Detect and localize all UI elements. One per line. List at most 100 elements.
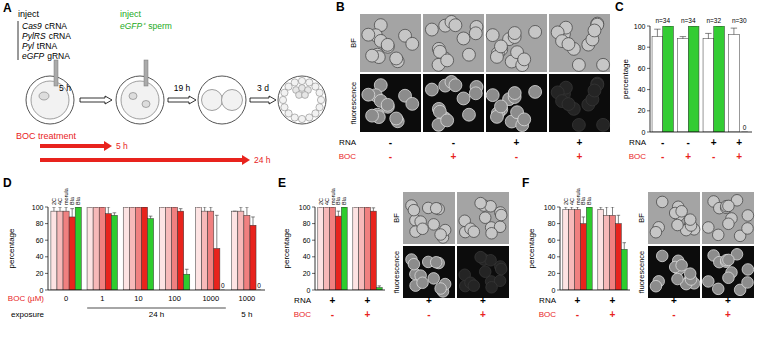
tick-label: 100: [544, 204, 556, 211]
bar: [172, 207, 178, 290]
sperm-label: eGFP⁺sperm: [120, 21, 172, 31]
tick-label: 60: [638, 65, 646, 72]
condition-value: -: [712, 151, 715, 162]
embryo: [469, 27, 482, 40]
panel-letter: F: [522, 176, 529, 190]
error-cap: [617, 215, 621, 216]
error-cap: [372, 207, 376, 208]
embryo: [381, 38, 394, 51]
y-tick: [312, 207, 315, 208]
y-axis: [560, 207, 561, 290]
icm-cell: [302, 92, 309, 99]
error-bar: [606, 207, 607, 215]
embryo: [495, 40, 508, 53]
trophectoderm-cell: [298, 77, 305, 84]
bar: [370, 211, 376, 290]
tick-label: 60: [303, 237, 311, 244]
embryo: [508, 27, 521, 40]
error-cap: [564, 207, 568, 208]
condition-value: +: [426, 295, 432, 306]
embryo: [572, 119, 585, 132]
embryo: [676, 260, 688, 272]
bar: [586, 207, 592, 290]
category-label: 0: [64, 294, 68, 303]
bar: [580, 224, 586, 290]
bf-image: [549, 14, 610, 72]
error-bar: [108, 207, 109, 214]
tick-label: 80: [638, 44, 646, 51]
embryo: [449, 79, 462, 92]
y-tick: [312, 273, 315, 274]
step-arrow: [80, 96, 112, 104]
treatment-time: 5 h: [116, 141, 128, 151]
y-tick: [647, 26, 650, 27]
bar: [214, 249, 220, 291]
y-tick: [45, 207, 48, 208]
bars: [652, 26, 748, 132]
bars: [563, 207, 627, 290]
embryo: [676, 206, 688, 218]
bar: [123, 207, 129, 290]
embryo: [597, 58, 610, 71]
bar: [330, 207, 336, 290]
tick-label: 20: [638, 107, 646, 114]
bar: [714, 26, 725, 132]
embryo: [362, 28, 375, 41]
bar: [598, 209, 604, 290]
value-label: 0: [221, 282, 225, 289]
pronucleus: [129, 93, 137, 100]
embryo: [463, 108, 476, 121]
trophectoderm-cell: [317, 96, 324, 103]
tick-label: 80: [303, 220, 311, 227]
rna-label: eGFPgRNA: [22, 51, 70, 61]
bar: [202, 211, 208, 290]
bar: [335, 216, 341, 290]
condition-value: +: [711, 137, 717, 148]
tick-label: 0: [307, 287, 311, 294]
bar: [57, 211, 63, 290]
bar: [569, 209, 575, 290]
annotation: n=34: [655, 17, 670, 24]
error-bar: [618, 215, 619, 223]
tick-label: 40: [548, 253, 556, 260]
bar: [318, 207, 324, 290]
zona: [278, 76, 326, 124]
x-axis: [48, 290, 265, 291]
y-tick: [557, 207, 560, 208]
condition-value: -: [515, 151, 518, 162]
embryo: [425, 23, 438, 36]
condition-value: +: [451, 151, 457, 162]
trophectoderm-cell: [312, 83, 319, 90]
embryo: [435, 283, 447, 295]
condition-label: RNA: [339, 138, 357, 147]
y-tick: [647, 89, 650, 90]
embryo: [495, 263, 507, 275]
error-cap: [161, 207, 165, 208]
rna-type: cRNA: [49, 31, 72, 41]
embryo: [406, 97, 419, 110]
error-cap: [731, 28, 737, 29]
y-tick: [45, 273, 48, 274]
condition-value: -: [389, 151, 392, 162]
error-bar: [72, 209, 73, 217]
condition-value: -: [576, 309, 579, 320]
rna-type: cRNA: [45, 21, 68, 31]
error-cap: [331, 207, 335, 208]
embryo: [723, 218, 735, 230]
error-cap: [622, 242, 626, 243]
condition-value: -: [687, 137, 690, 148]
bracket: [18, 21, 19, 60]
fluorescence-image: [486, 74, 547, 132]
tick-label: 60: [548, 237, 556, 244]
error-bar: [180, 209, 181, 211]
gene: PylRS: [22, 31, 46, 41]
condition-value: +: [736, 151, 742, 162]
error-bar: [583, 217, 584, 224]
value-label: 0: [743, 124, 747, 131]
error-cap: [94, 207, 98, 208]
image-row-label: fluorescence: [637, 251, 646, 294]
condition-value: +: [610, 309, 616, 320]
tick-label: 100: [634, 23, 646, 30]
interval: 19 h: [174, 83, 191, 93]
y-tick: [312, 290, 315, 291]
